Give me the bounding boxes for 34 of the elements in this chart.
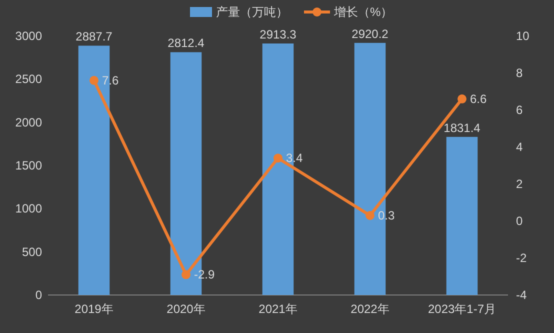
point xyxy=(182,270,190,280)
data-label: 2920.2 xyxy=(352,26,389,41)
legend-label: 产量（万吨） xyxy=(216,5,288,19)
y-tick-label: 2500 xyxy=(15,72,42,86)
x-tick-label: 2021年 xyxy=(258,302,298,316)
point xyxy=(458,94,466,104)
y-tick-label: 1000 xyxy=(15,202,42,216)
y2-tick-label: 8 xyxy=(516,66,523,80)
y2-tick-label: 2 xyxy=(516,177,523,191)
y-tick-label: 2000 xyxy=(15,115,42,130)
x-tick-label: 2020年 xyxy=(166,302,206,316)
x-tick-label: 2023年1-7月 xyxy=(428,302,496,316)
data-label: 1831.4 xyxy=(444,120,481,135)
y2-tick-label: 6 xyxy=(516,103,523,117)
data-label: 6.6 xyxy=(470,92,488,106)
y-tick-label: 0 xyxy=(35,288,42,302)
point xyxy=(366,210,374,220)
y2-tick-label: 10 xyxy=(516,29,530,43)
y2-tick-label: 0 xyxy=(516,214,523,228)
x-tick-label: 2019年 xyxy=(74,302,114,316)
data-label: 2913.3 xyxy=(260,27,297,42)
y2-tick-label: -2 xyxy=(516,251,527,265)
legend-label: 增长（%） xyxy=(333,5,393,19)
y2-tick-label: -4 xyxy=(516,288,527,302)
data-label: 2812.4 xyxy=(168,36,205,50)
y-tick-label: 500 xyxy=(22,244,42,259)
x-tick-label: 2022年 xyxy=(350,302,390,316)
y-tick-label: 3000 xyxy=(15,29,42,43)
point xyxy=(90,76,98,85)
point xyxy=(274,154,282,163)
y-tick-label: 1500 xyxy=(15,158,42,172)
y2-tick-label: 4 xyxy=(516,140,523,154)
data-label: 2887.7 xyxy=(76,30,113,44)
bar xyxy=(446,136,478,295)
